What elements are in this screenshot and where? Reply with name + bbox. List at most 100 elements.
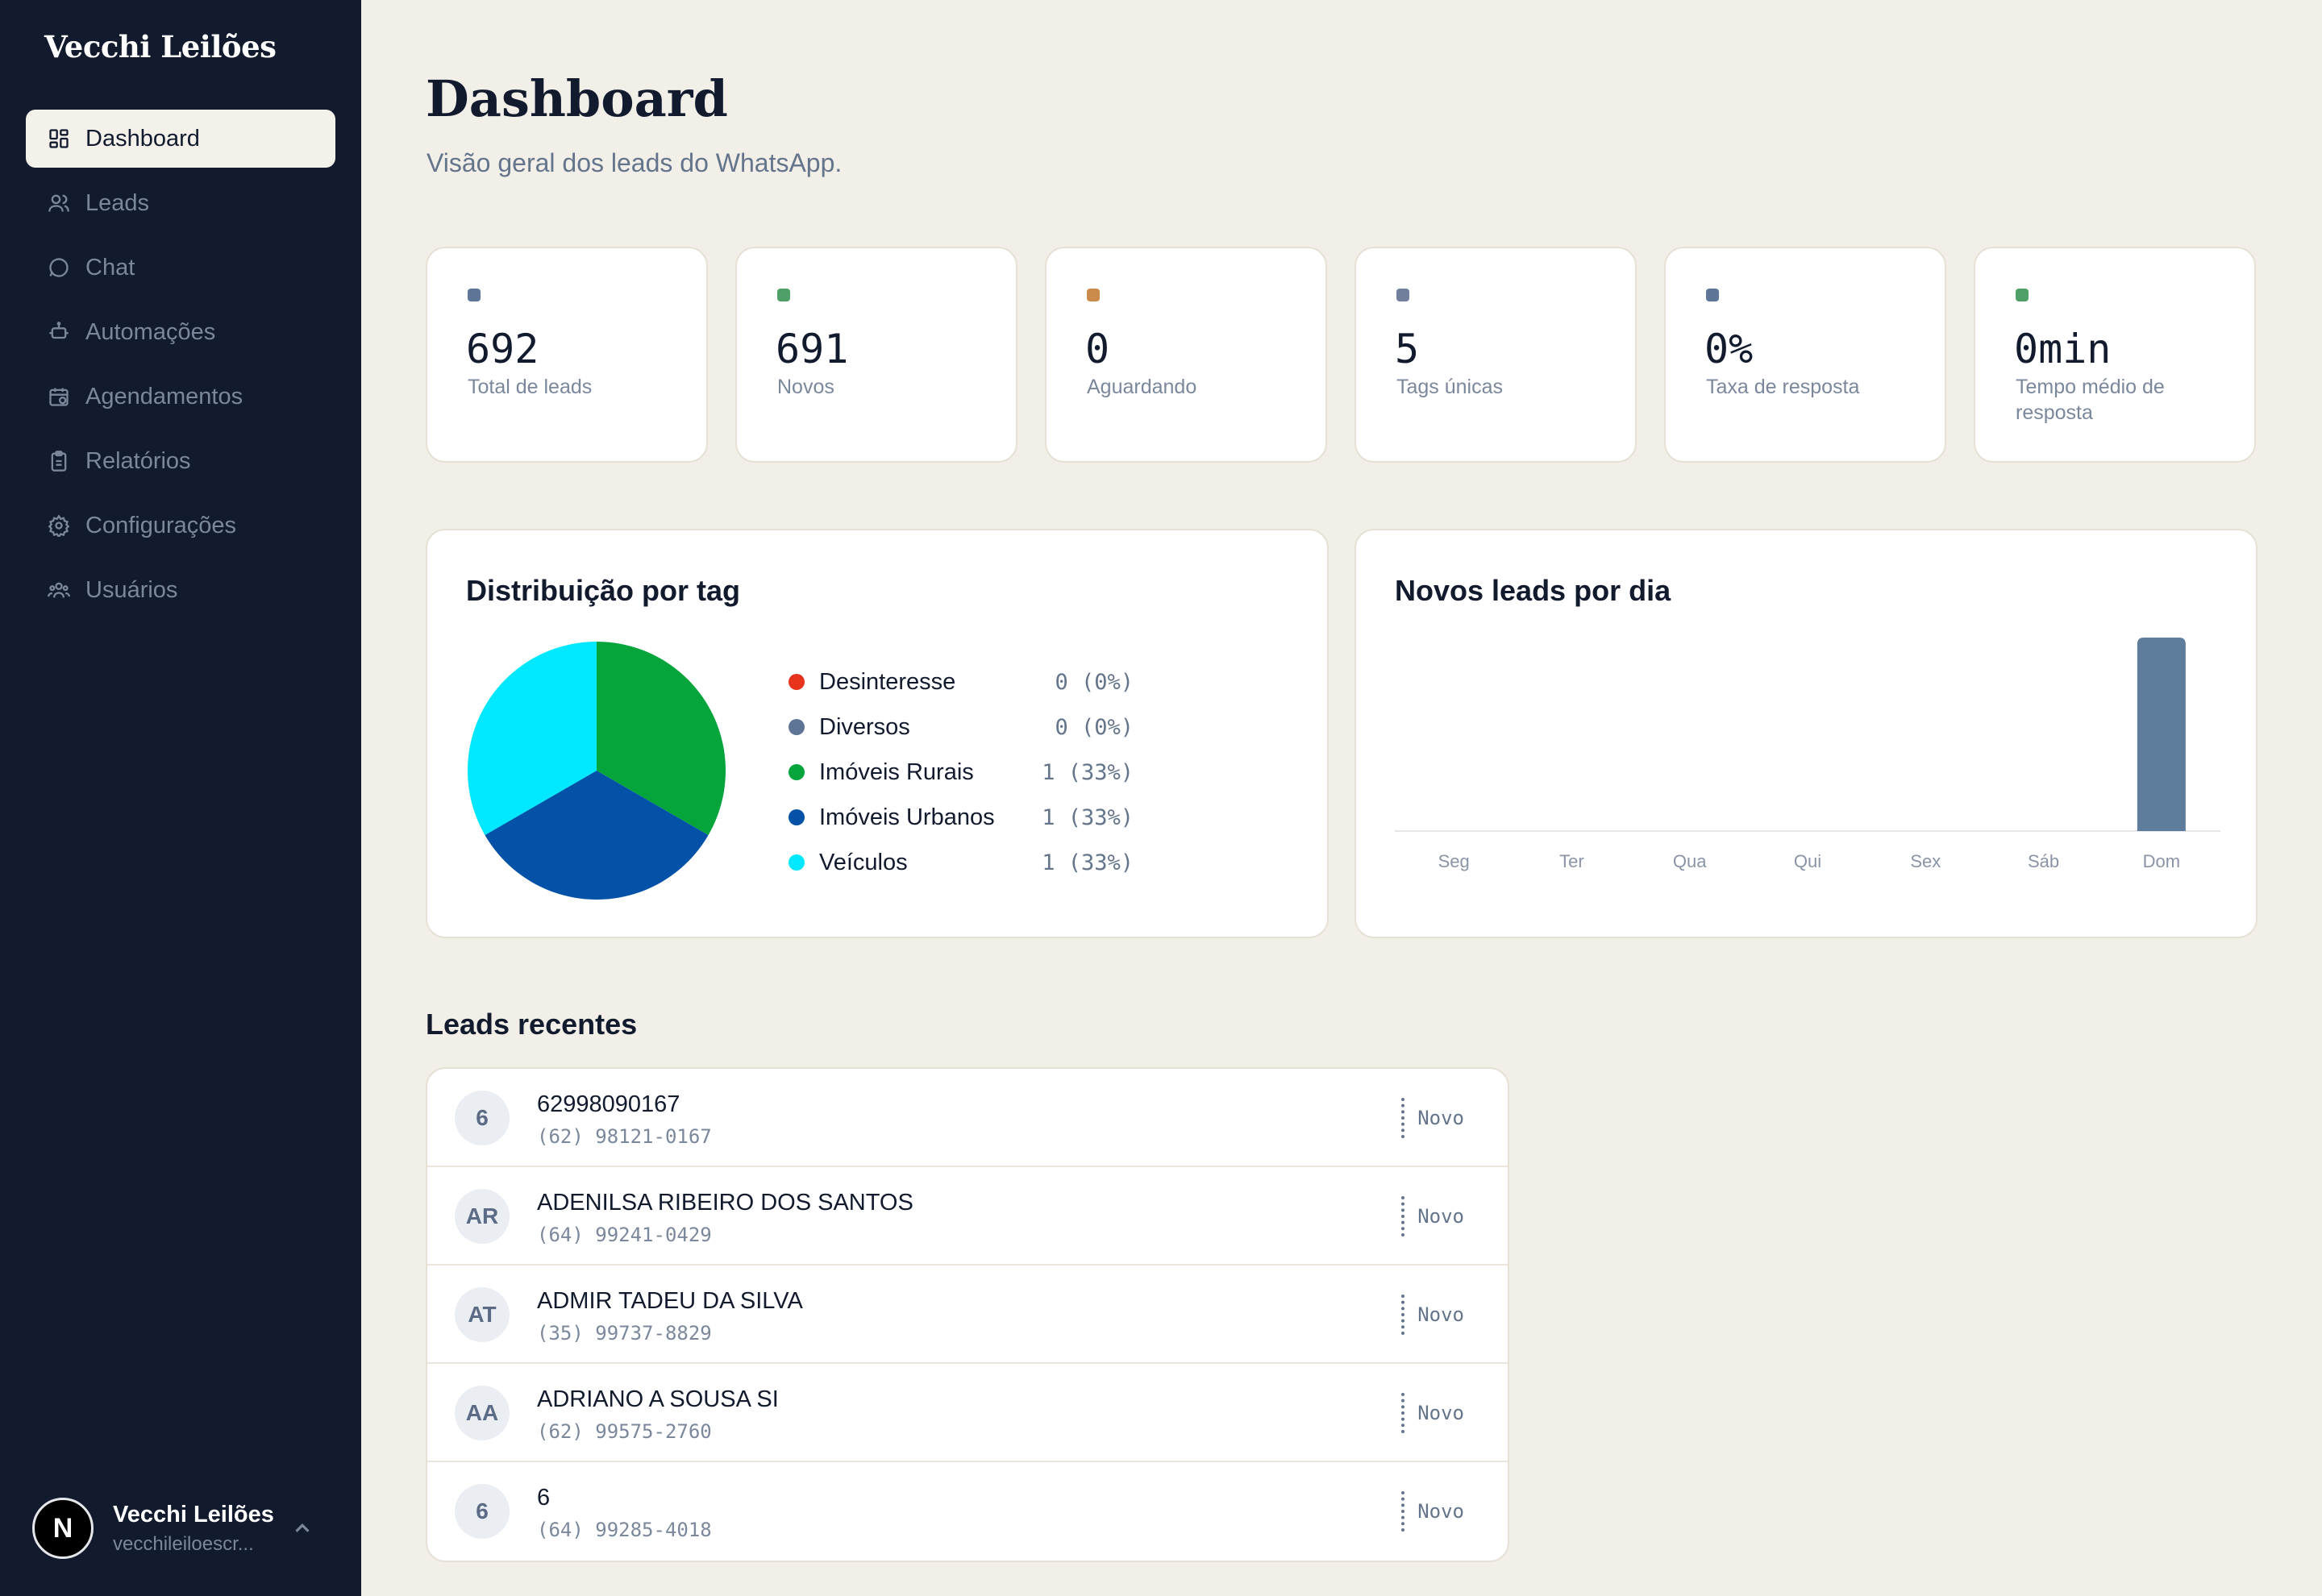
avatar: N — [32, 1498, 94, 1559]
sidebar-item-label: Usuários — [85, 576, 178, 603]
gear-icon — [47, 513, 71, 538]
legend-label: Imóveis Rurais — [819, 759, 974, 785]
lead-phone: (64) 99241-0429 — [537, 1224, 712, 1246]
sidebar-item-configuracoes[interactable]: Configurações — [26, 497, 335, 555]
stat-value: 0% — [1704, 326, 1754, 372]
x-tick-label: Qui — [1794, 851, 1821, 871]
sidebar-item-automacoes[interactable]: Automações — [26, 303, 335, 361]
lead-name: 62998090167 — [537, 1091, 680, 1117]
lead-name: ADRIANO A SOUSA SI — [537, 1386, 779, 1412]
user-menu[interactable]: N Vecchi Leilões vecchileiloescr... — [32, 1496, 322, 1561]
stat-label: Tags únicas — [1396, 376, 1504, 398]
clipboard-icon — [47, 449, 71, 473]
daily-leads-card: Novos leads por dia Seg Ter Qua Qui Sex Sáb Do… — [1354, 529, 2258, 938]
legend-value: 0 (0%) — [1055, 669, 1134, 695]
sidebar-item-chat[interactable]: Chat — [26, 239, 335, 297]
stats-row: 692 Total de leads 691 Novos 0 Aguardand… — [426, 247, 2256, 463]
bar-dom[interactable] — [2137, 638, 2186, 831]
sidebar-item-agendamentos[interactable]: Agendamentos — [26, 368, 335, 426]
stat-card-novos: 691 Novos — [735, 247, 1017, 463]
lead-name: 6 — [537, 1485, 551, 1511]
lead-status-badge: Novo — [1401, 1491, 1464, 1532]
lead-row[interactable]: AR ADENILSA RIBEIRO DOS SANTOS (64) 99241-… — [427, 1167, 1508, 1266]
dashboard-icon — [47, 127, 71, 151]
legend-label: Veículos — [819, 849, 908, 875]
pie-slice-im-veis-urbanos[interactable] — [485, 771, 709, 900]
pie-slice-ve-culos[interactable] — [468, 642, 597, 835]
user-name: Vecchi Leilões — [113, 1501, 274, 1527]
stat-dot — [777, 289, 790, 301]
lead-avatar: AT — [455, 1287, 510, 1342]
stat-value: 0min — [2014, 326, 2112, 372]
legend-item: Desinteresse 0 (0%) — [789, 659, 1134, 704]
card-title: Distribuição por tag — [466, 574, 741, 607]
sidebar-nav: Dashboard Leads Chat Automações Agendame… — [26, 110, 335, 626]
sidebar-item-relatorios[interactable]: Relatórios — [26, 432, 335, 490]
recent-leads-title: Leads recentes — [426, 1008, 638, 1041]
sidebar: Vecchi Leilões Dashboard Leads Chat Auto… — [0, 0, 361, 1596]
calendar-icon — [47, 384, 71, 409]
sidebar-item-usuarios[interactable]: Usuários — [26, 561, 335, 619]
user-email: vecchileiloescr... — [113, 1532, 254, 1555]
user-info: Vecchi Leilões vecchileiloescr... — [113, 1502, 274, 1556]
stat-value: 5 — [1395, 326, 1420, 372]
stat-label: Taxa de resposta — [1706, 376, 1860, 398]
lead-avatar: 6 — [455, 1091, 510, 1145]
chat-icon — [47, 256, 71, 280]
stat-label: Novos — [777, 376, 834, 398]
lead-avatar: AA — [455, 1386, 510, 1440]
lead-avatar: AR — [455, 1189, 510, 1244]
page-subtitle: Visão geral dos leads do WhatsApp. — [427, 148, 843, 177]
stat-label: Total de leads — [468, 376, 593, 398]
stat-card-taxa-resposta: 0% Taxa de resposta — [1664, 247, 1946, 463]
lead-name: ADMIR TADEU DA SILVA — [537, 1288, 803, 1314]
lead-status-badge: Novo — [1401, 1295, 1464, 1335]
lead-row[interactable]: AT ADMIR TADEU DA SILVA (35) 99737-8829 Nov… — [427, 1266, 1508, 1364]
chevron-up-icon[interactable] — [290, 1516, 314, 1540]
legend-label: Imóveis Urbanos — [819, 804, 995, 830]
lead-status-badge: Novo — [1401, 1196, 1464, 1236]
lead-phone: (64) 99285-4018 — [537, 1519, 712, 1541]
legend-dot — [789, 809, 805, 825]
stat-value: 0 — [1085, 326, 1110, 372]
stat-card-total-leads: 692 Total de leads — [426, 247, 708, 463]
stat-card-tempo-medio: 0min Tempo médio de resposta — [1974, 247, 2256, 463]
sidebar-item-dashboard[interactable]: Dashboard — [26, 110, 335, 168]
sidebar-item-label: Dashboard — [85, 125, 200, 152]
lead-avatar: 6 — [455, 1484, 510, 1539]
users-group-icon — [47, 578, 71, 602]
x-tick-label: Qua — [1673, 851, 1707, 871]
x-tick-label: Seg — [1438, 851, 1470, 871]
card-title: Novos leads por dia — [1395, 574, 1671, 607]
lead-row[interactable]: 6 62998090167 (62) 98121-0167 Novo — [427, 1069, 1508, 1167]
tag-distribution-card: Distribuição por tag Desinteresse 0 (0%) D… — [426, 529, 1329, 938]
stat-label: Aguardando — [1087, 376, 1197, 398]
lead-status-badge: Novo — [1401, 1393, 1464, 1433]
x-tick-label: Ter — [1559, 851, 1584, 871]
stat-value: 691 — [776, 326, 849, 372]
stat-dot — [1706, 289, 1719, 301]
recent-leads-list: 6 62998090167 (62) 98121-0167 Novo AR ADENILS… — [426, 1067, 1509, 1562]
legend-label: Diversos — [819, 713, 910, 740]
sidebar-item-leads[interactable]: Leads — [26, 174, 335, 232]
x-tick-label: Sáb — [2028, 851, 2059, 871]
lead-phone: (62) 98121-0167 — [537, 1125, 712, 1148]
bot-icon — [47, 320, 71, 344]
stat-dot — [1087, 289, 1100, 301]
legend-dot — [789, 719, 805, 735]
stat-card-tags-unicas: 5 Tags únicas — [1354, 247, 1637, 463]
legend-dot — [789, 674, 805, 690]
lead-row[interactable]: 6 6 (64) 99285-4018 Novo — [427, 1462, 1508, 1561]
lead-row[interactable]: AA ADRIANO A SOUSA SI (62) 99575-2760 Novo — [427, 1364, 1508, 1462]
bar-chart: Seg Ter Qua Qui Sex Sáb Dom — [1395, 638, 2220, 871]
legend-label: Desinteresse — [819, 668, 956, 695]
pie-slice-im-veis-rurais[interactable] — [597, 642, 726, 835]
sidebar-item-label: Relatórios — [85, 447, 191, 474]
stat-dot — [468, 289, 481, 301]
stat-dot — [1396, 289, 1409, 301]
stat-value: 692 — [466, 326, 539, 372]
legend-item: Imóveis Rurais 1 (33%) — [789, 750, 1134, 795]
legend-value: 0 (0%) — [1055, 714, 1134, 740]
legend-dot — [789, 854, 805, 871]
sidebar-item-label: Agendamentos — [85, 383, 243, 409]
